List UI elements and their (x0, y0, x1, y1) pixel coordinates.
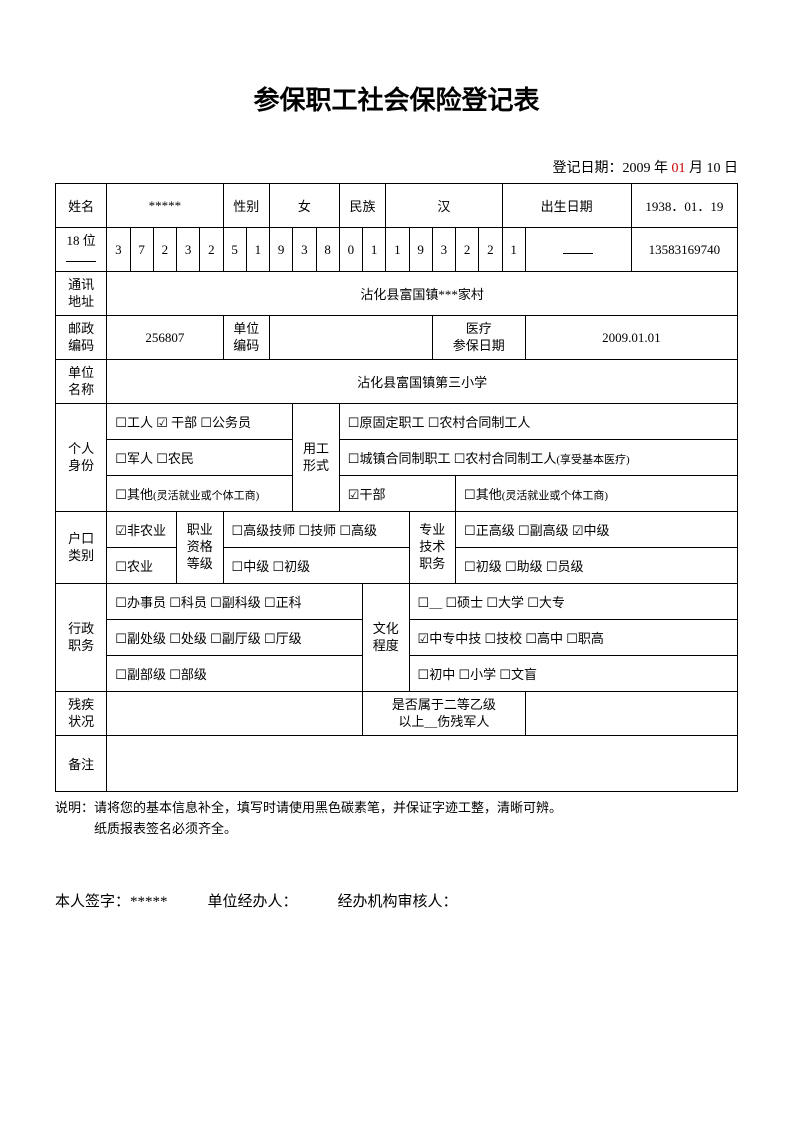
postal-value: 256807 (107, 316, 223, 360)
signature-row: 本人签字：***** 单位经办人： 经办机构审核人： (55, 890, 738, 911)
edu-opt2: ☑中专中技 ☐技校 ☐高中 ☐职高 (409, 620, 737, 656)
name-value: ***** (107, 184, 223, 228)
id-row: 18 位 3 7 2 3 2 5 1 9 3 8 0 1 1 9 3 2 2 1… (56, 228, 738, 272)
edu-label: 文化程度 (363, 584, 410, 692)
identity-label: 个人身份 (56, 404, 107, 512)
disability-value (107, 692, 363, 736)
signature-self: 本人签字：***** (55, 890, 168, 911)
remark-label: 备注 (56, 736, 107, 792)
signature-unit: 单位经办人： (208, 890, 298, 911)
disability-label: 残疾状况 (56, 692, 107, 736)
dob-value: 1938．01．19 (631, 184, 737, 228)
qual-label: 职业资格等级 (177, 512, 224, 584)
hukou-label: 户口类别 (56, 512, 107, 584)
address-value: 沾化县富国镇***家村 (107, 272, 738, 316)
form-notes: 说明：请将您的基本信息补全，填写时请使用黑色碳素笔，并保证字迹工整，清晰可辨。 … (55, 798, 738, 840)
unit-value: 沾化县富国镇第三小学 (107, 360, 738, 404)
hukou-opt1: ☑非农业 (107, 512, 177, 548)
address-label: 通讯地址 (56, 272, 107, 316)
form-title: 参保职工社会保险登记表 (55, 80, 738, 117)
employment-opt3b: ☐其他(灵活就业或个体工商) (456, 476, 738, 512)
registration-date: 登记日期：2009 年 01 月 10 日 (55, 157, 738, 177)
qual-opt2: ☐中级 ☐初级 (223, 548, 409, 584)
gender-label: 性别 (223, 184, 270, 228)
admin-opt2: ☐副处级 ☐处级 ☐副厅级 ☐厅级 (107, 620, 363, 656)
medical-value: 2009.01.01 (525, 316, 737, 360)
name-label: 姓名 (56, 184, 107, 228)
unitcode-value (270, 316, 433, 360)
employment-label: 用工形式 (293, 404, 340, 512)
edu-opt1: ☐＿ ☐硕士 ☐大学 ☐大专 (409, 584, 737, 620)
ethnic-value: 汉 (386, 184, 502, 228)
dob-label: 出生日期 (502, 184, 631, 228)
hukou-opt2: ☐农业 (107, 548, 177, 584)
medical-label: 医疗参保日期 (432, 316, 525, 360)
unitcode-label: 单位编码 (223, 316, 270, 360)
employment-opt3a: ☑干部 (339, 476, 455, 512)
edu-opt3: ☐初中 ☐小学 ☐文盲 (409, 656, 737, 692)
ethnic-label: 民族 (339, 184, 386, 228)
tech-opt2: ☐初级 ☐助级 ☐员级 (456, 548, 738, 584)
tech-opt1: ☐正高级 ☐副高级 ☑中级 (456, 512, 738, 548)
gender-value: 女 (270, 184, 340, 228)
employment-opt2: ☐城镇合同制职工 ☐农村合同制工人(享受基本医疗) (339, 440, 737, 476)
postal-label: 邮政编码 (56, 316, 107, 360)
form-table: 姓名 ***** 性别 女 民族 汉 出生日期 1938．01．19 18 位 … (55, 183, 738, 792)
tech-label: 专业技术职务 (409, 512, 456, 584)
employment-opt1: ☐原固定职工 ☐农村合同制工人 (339, 404, 737, 440)
remark-value (107, 736, 738, 792)
admin-label: 行政职务 (56, 584, 107, 692)
qual-opt1: ☐高级技师 ☐技师 ☐高级 (223, 512, 409, 548)
admin-opt1: ☐办事员 ☐科员 ☐副科级 ☐正科 (107, 584, 363, 620)
signature-agency: 经办机构审核人： (338, 890, 458, 911)
unit-label: 单位名称 (56, 360, 107, 404)
identity-opt3: ☐其他(灵活就业或个体工商) (107, 476, 293, 512)
admin-opt3: ☐副部级 ☐部级 (107, 656, 363, 692)
veteran-value (525, 692, 737, 736)
identity-opt2: ☐军人 ☐农民 (107, 440, 293, 476)
id-label: 18 位 (56, 228, 107, 272)
identity-opt1: ☐工人 ☑ 干部 ☐公务员 (107, 404, 293, 440)
phone-value: 13583169740 (631, 228, 737, 272)
veteran-question: 是否属于二等乙级以上＿伤残军人 (363, 692, 526, 736)
